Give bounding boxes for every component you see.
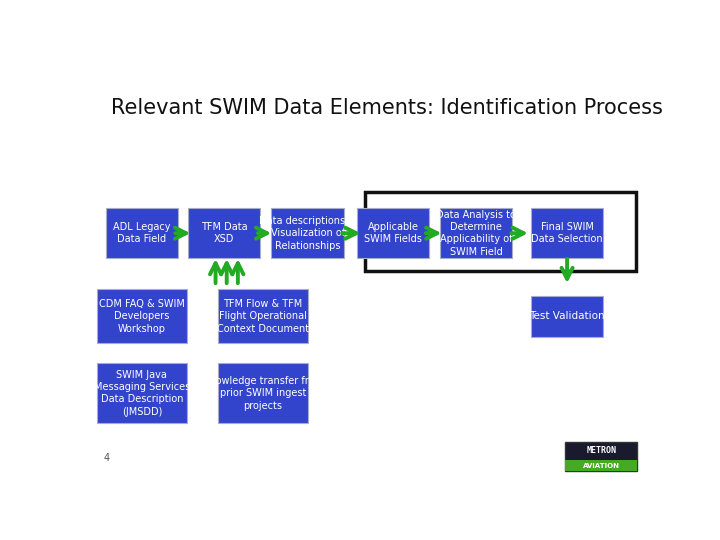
- FancyBboxPatch shape: [565, 460, 637, 471]
- Text: TFM Data
XSD: TFM Data XSD: [201, 222, 247, 245]
- Text: Data descriptions &
Visualization of
Relationships: Data descriptions & Visualization of Rel…: [259, 216, 356, 251]
- Text: METRON: METRON: [586, 446, 616, 455]
- FancyBboxPatch shape: [440, 208, 513, 258]
- FancyBboxPatch shape: [218, 289, 307, 343]
- Text: Applicable
SWIM Fields: Applicable SWIM Fields: [364, 222, 422, 245]
- Text: Knowledge transfer from
prior SWIM ingest
projects: Knowledge transfer from prior SWIM inges…: [202, 376, 323, 411]
- Text: CDM FAQ & SWIM
Developers
Workshop: CDM FAQ & SWIM Developers Workshop: [99, 299, 185, 334]
- Text: 4: 4: [104, 453, 110, 463]
- FancyBboxPatch shape: [97, 363, 186, 423]
- Text: Test Validation: Test Validation: [529, 312, 605, 321]
- Text: Relevant SWIM Data Elements: Identification Process: Relevant SWIM Data Elements: Identificat…: [111, 98, 663, 118]
- Text: AVIATION: AVIATION: [582, 463, 620, 469]
- FancyBboxPatch shape: [565, 442, 637, 471]
- FancyBboxPatch shape: [106, 208, 178, 258]
- Text: SWIM Java
Messaging Services
Data Description
(JMSDD): SWIM Java Messaging Services Data Descri…: [94, 370, 190, 417]
- FancyBboxPatch shape: [271, 208, 344, 258]
- FancyBboxPatch shape: [531, 208, 603, 258]
- FancyBboxPatch shape: [531, 295, 603, 337]
- Text: TFM Flow & TFM
Flight Operational
Context Document: TFM Flow & TFM Flight Operational Contex…: [217, 299, 309, 334]
- FancyBboxPatch shape: [97, 289, 186, 343]
- Text: Final SWIM
Data Selection: Final SWIM Data Selection: [531, 222, 603, 245]
- Text: ADL Legacy
Data Field: ADL Legacy Data Field: [113, 222, 171, 245]
- Text: Data Analysis to
Determine
Applicability of
SWIM Field: Data Analysis to Determine Applicability…: [436, 210, 516, 257]
- FancyBboxPatch shape: [218, 363, 307, 423]
- FancyBboxPatch shape: [356, 208, 429, 258]
- FancyBboxPatch shape: [188, 208, 260, 258]
